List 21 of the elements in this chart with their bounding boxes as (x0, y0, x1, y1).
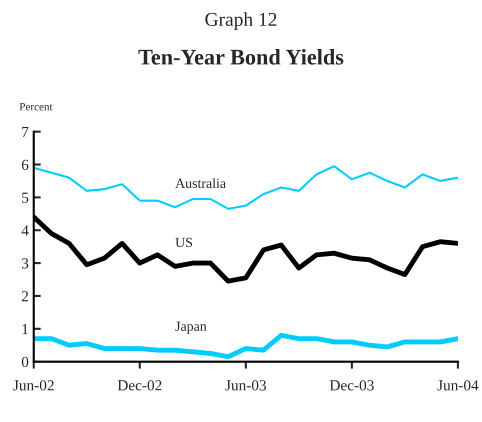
series-label: US (175, 238, 192, 248)
series-label: Australia (175, 178, 226, 188)
x-tick-label: Jun-02 (13, 380, 54, 390)
y-tick-label: 1 (22, 324, 28, 334)
y-tick-label: 2 (22, 291, 28, 302)
y-tick-label: 6 (22, 160, 28, 170)
x-tick-label: Jun-03 (225, 380, 266, 390)
y-tick-label: 3 (22, 258, 28, 269)
y-tick-label: 4 (22, 225, 29, 236)
chart-subtitle: Ten-Year Bond Yields (138, 49, 344, 65)
y-axis-title: Percent (20, 103, 53, 110)
series-label: Japan (175, 322, 207, 334)
chart-title: Graph 12 (205, 12, 276, 30)
x-tick-label: Dec-03 (330, 380, 374, 390)
line-series (34, 332, 458, 360)
x-tick-label: Jun-04 (437, 380, 478, 390)
y-tick-label: 7 (22, 126, 28, 137)
y-tick-label: 0 (22, 356, 28, 368)
line-series (34, 165, 458, 210)
x-tick-label: Dec-02 (118, 380, 162, 390)
y-tick-label: 5 (22, 192, 28, 203)
